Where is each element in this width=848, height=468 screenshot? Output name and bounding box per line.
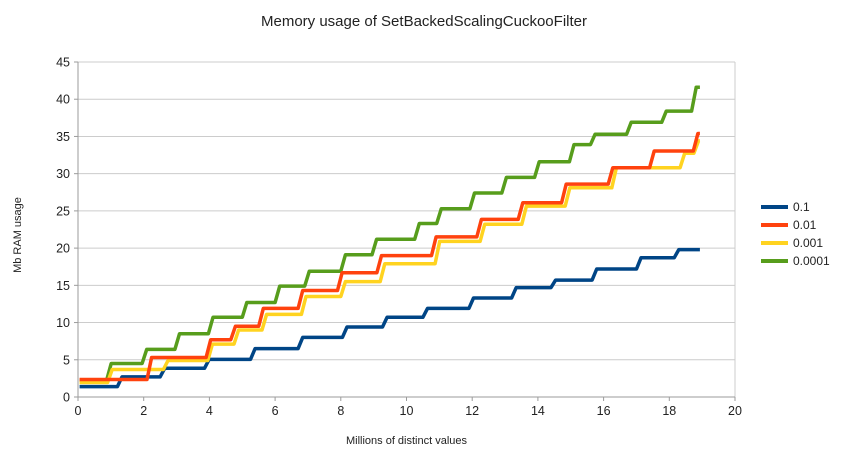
x-tick-label: 2 xyxy=(140,404,147,418)
legend-item-0.01: 0.01 xyxy=(761,216,830,234)
y-tick-label: 25 xyxy=(56,204,70,218)
y-tick-label: 35 xyxy=(56,130,70,144)
y-tick-label: 40 xyxy=(56,93,70,107)
legend-item-0.0001: 0.0001 xyxy=(761,252,830,270)
y-tick-label: 30 xyxy=(56,167,70,181)
y-tick-label: 5 xyxy=(63,353,70,367)
legend-item-0.001: 0.001 xyxy=(761,234,830,252)
y-tick-label: 10 xyxy=(56,316,70,330)
legend-label-0.01: 0.01 xyxy=(793,218,817,232)
series-line-0.001 xyxy=(79,139,701,385)
legend-swatch-0.01 xyxy=(761,223,788,227)
x-tick-label: 18 xyxy=(662,404,676,418)
x-axis-title: Millions of distinct values xyxy=(345,435,468,447)
x-tick-label: 20 xyxy=(728,404,742,418)
legend-swatch-0.001 xyxy=(761,241,788,245)
series-line-0.01 xyxy=(79,131,700,382)
x-tick-label: 0 xyxy=(75,404,82,418)
chart-title: Memory usage of SetBackedScalingCuckooFi… xyxy=(261,13,587,30)
legend-swatch-0.0001 xyxy=(761,259,788,263)
legend-swatch-0.1 xyxy=(761,205,788,209)
legend-label-0.001: 0.001 xyxy=(793,236,824,250)
x-tick-label: 4 xyxy=(206,404,213,418)
series-line-0.0001 xyxy=(79,85,700,383)
legend: 0.1 0.01 0.001 0.0001 xyxy=(761,198,830,270)
x-tick-label: 16 xyxy=(597,404,611,418)
x-tick-label: 12 xyxy=(465,404,479,418)
y-axis-title: Mb RAM usage xyxy=(12,197,24,273)
x-tick-label: 8 xyxy=(337,404,344,418)
series-line-0.1 xyxy=(79,247,700,389)
legend-label-0.0001: 0.0001 xyxy=(793,254,830,268)
x-tick-label: 10 xyxy=(400,404,414,418)
y-tick-label: 0 xyxy=(63,391,70,405)
legend-label-0.1: 0.1 xyxy=(793,200,810,214)
legend-item-0.1: 0.1 xyxy=(761,198,830,216)
y-tick-label: 15 xyxy=(56,279,70,293)
y-tick-label: 45 xyxy=(56,56,70,70)
x-tick-label: 6 xyxy=(272,404,279,418)
x-tick-label: 14 xyxy=(531,404,545,418)
y-tick-label: 20 xyxy=(56,242,70,256)
